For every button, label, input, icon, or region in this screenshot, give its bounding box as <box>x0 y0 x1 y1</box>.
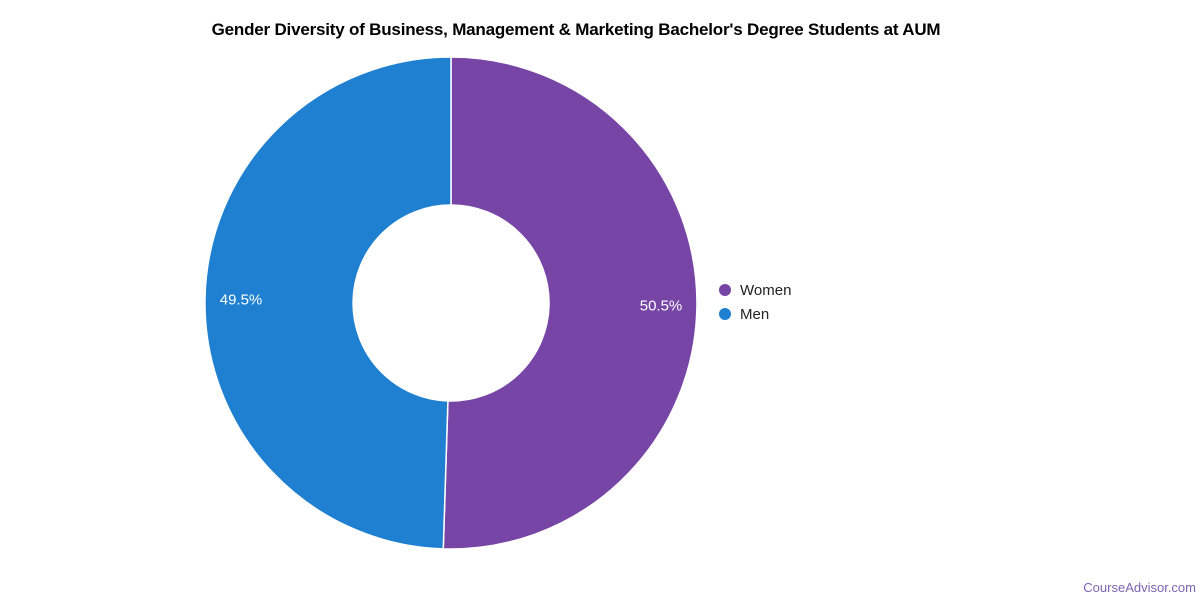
legend-label-women: Women <box>740 281 792 299</box>
legend-item-women[interactable]: Women <box>719 278 791 302</box>
courseadvisor-watermark-link[interactable]: CourseAdvisor.com <box>1083 580 1196 595</box>
legend-dot-women-icon <box>719 284 731 296</box>
slice-women[interactable] <box>442 56 698 550</box>
legend-item-men[interactable]: Men <box>719 302 791 326</box>
legend-dot-men-icon <box>719 308 731 320</box>
chart-title: Gender Diversity of Business, Management… <box>211 20 941 39</box>
legend: Women Men <box>719 278 791 326</box>
slice-men[interactable] <box>204 56 452 550</box>
legend-label-men: Men <box>740 305 770 323</box>
